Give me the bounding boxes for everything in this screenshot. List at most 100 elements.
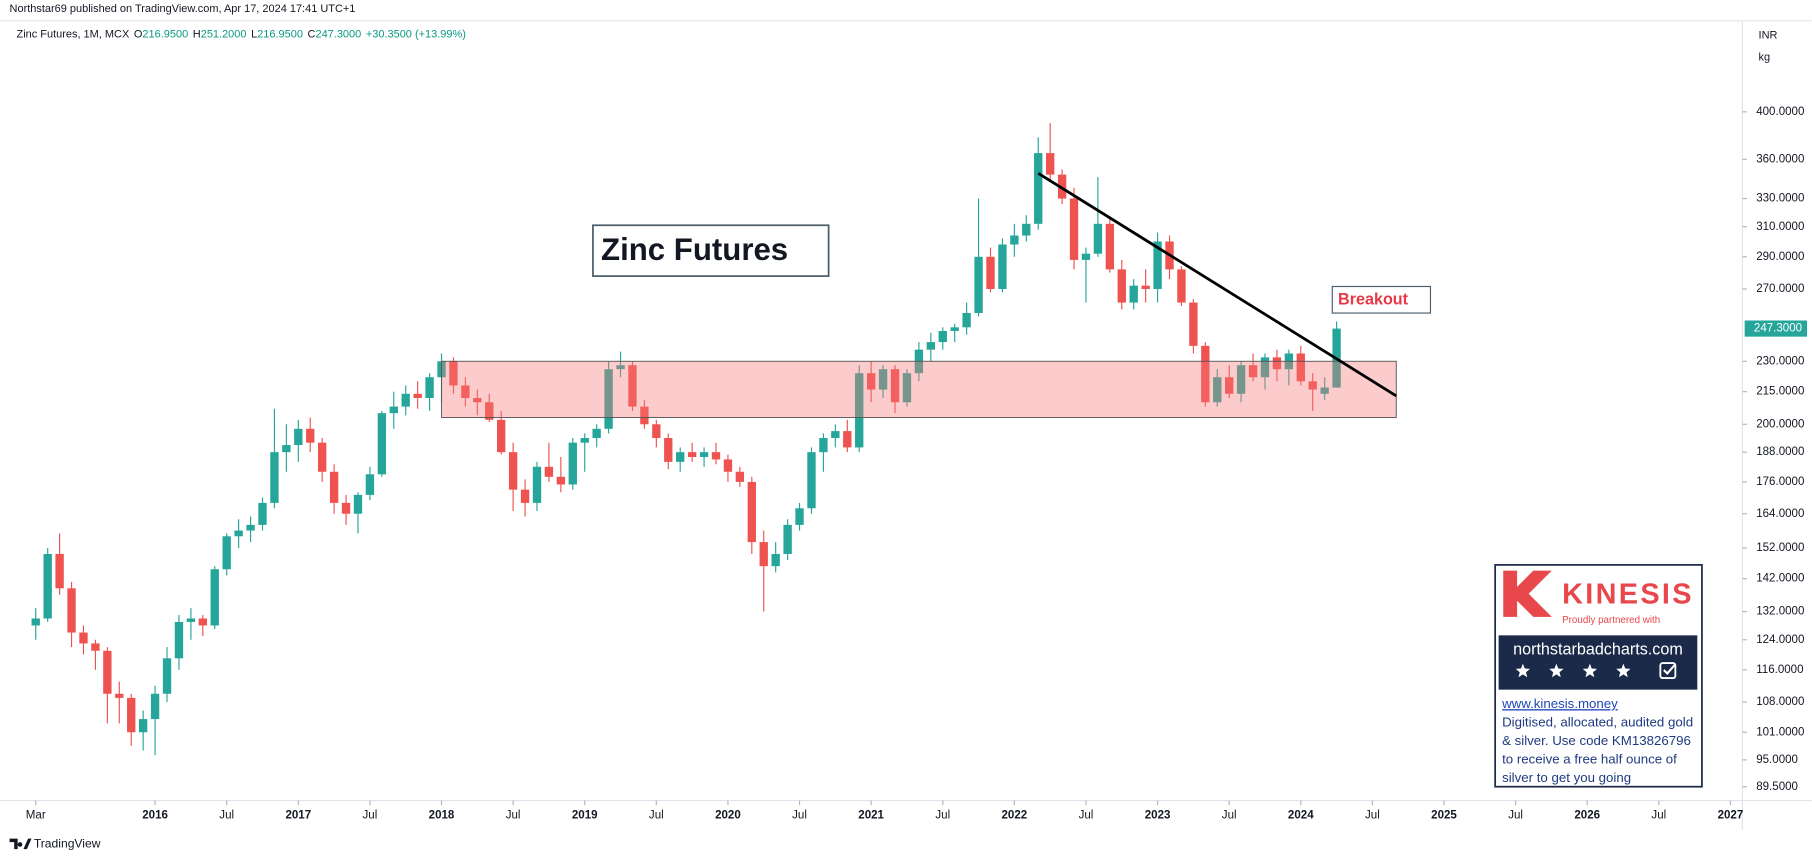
candle [950, 323, 959, 343]
candle [449, 357, 458, 394]
candle-body [1117, 269, 1126, 303]
candle [258, 497, 267, 531]
candle-body [962, 312, 971, 328]
candle [1189, 299, 1198, 354]
footer-text: TradingView [34, 837, 101, 851]
candle-body [843, 431, 852, 448]
y-tick-label: 310.0000 [1756, 221, 1804, 233]
candle [186, 608, 196, 640]
candle [616, 351, 625, 378]
candle [986, 247, 995, 293]
candle-body [890, 369, 900, 403]
candle [1010, 223, 1019, 257]
candle [1213, 369, 1222, 407]
x-tick-label: 2017 [285, 810, 311, 822]
y-tick-label: 188.0000 [1756, 446, 1804, 458]
candle [1081, 247, 1091, 303]
legend-key: O [134, 29, 143, 41]
ad-star [1549, 663, 1564, 678]
x-tick-label: 2022 [1002, 810, 1028, 822]
candle-body [520, 489, 530, 503]
candle-body [353, 494, 363, 514]
ad-link[interactable]: www.kinesis.money [1501, 696, 1618, 711]
candle [222, 533, 231, 576]
candle [664, 433, 673, 470]
legend-key: C [308, 29, 316, 41]
candle-body [795, 508, 804, 525]
candle-body [604, 369, 613, 429]
candle-body [711, 452, 721, 460]
candle-body [819, 438, 828, 453]
y-tick-label: 176.0000 [1756, 476, 1804, 488]
candle [1105, 218, 1115, 273]
x-tick-label: 2018 [429, 810, 455, 822]
ad-star [1582, 663, 1598, 678]
candle-body [1105, 223, 1115, 270]
footer-logo: TradingView [9, 837, 101, 851]
candle-body [55, 553, 64, 589]
candle [902, 369, 912, 407]
candle-body [1045, 153, 1055, 175]
x-tick-label: Jul [935, 810, 950, 822]
candle [246, 516, 255, 543]
candle-body [1093, 223, 1103, 254]
candle-body [306, 428, 315, 443]
candle-body [1201, 345, 1210, 403]
candle [556, 456, 566, 493]
candle-body [43, 553, 52, 619]
candle [604, 361, 613, 434]
candle-body [31, 618, 40, 626]
candle-body [198, 618, 208, 626]
candle-body [473, 398, 482, 403]
candle-body [401, 393, 410, 407]
currency: INR [1759, 30, 1778, 42]
candle-body [1189, 302, 1198, 346]
candle [520, 479, 530, 517]
candle [150, 685, 160, 756]
candle [353, 492, 363, 534]
candle-body [1308, 381, 1317, 390]
candle [43, 547, 52, 622]
annotation-box [592, 224, 830, 277]
y-tick-label: 152.0000 [1756, 542, 1804, 554]
candle [138, 710, 148, 751]
candle [747, 476, 756, 554]
x-tick-label: 2024 [1288, 810, 1314, 822]
candle-body [222, 536, 231, 570]
candle [998, 238, 1007, 293]
ad-site: northstarbadcharts.com [1513, 641, 1683, 659]
candle-body [807, 452, 816, 509]
candle-body [1320, 387, 1329, 394]
candle [1272, 349, 1282, 382]
candle-body [699, 452, 709, 457]
candle [1129, 279, 1138, 310]
y-tick-label: 124.0000 [1756, 634, 1804, 646]
x-tick-label: 2026 [1574, 810, 1600, 822]
candle [1260, 353, 1270, 390]
y-tick-label: 270.0000 [1756, 283, 1804, 295]
candle [831, 424, 840, 448]
candle-body [532, 466, 542, 503]
candle [568, 438, 577, 490]
candle-body [1010, 235, 1019, 245]
ad-line: Digitised, allocated, audited gold [1502, 715, 1693, 730]
candle-body [389, 406, 398, 414]
x-tick-label: Jul [219, 810, 234, 822]
candle [711, 442, 721, 465]
candle-body [329, 471, 339, 503]
support-zone [441, 360, 1397, 419]
candle [306, 417, 315, 453]
ad-logo [1503, 570, 1552, 617]
candle [640, 400, 649, 429]
y-tick-label: 89.5000 [1756, 781, 1798, 793]
candle-body [246, 524, 255, 531]
candle [425, 373, 434, 411]
candle [735, 466, 745, 488]
candle [79, 625, 88, 655]
candle [628, 361, 637, 411]
candle [1320, 377, 1329, 401]
candle [1022, 215, 1031, 242]
candle-body [592, 428, 601, 439]
candle-body [1296, 353, 1305, 382]
